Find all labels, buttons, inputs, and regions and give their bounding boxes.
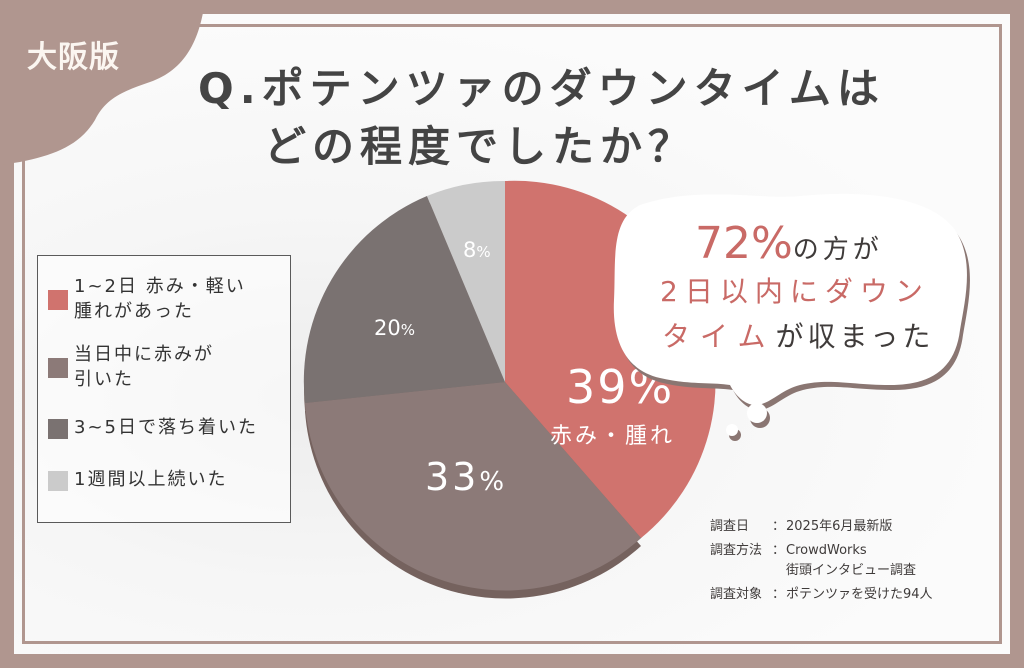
slice-label-39: 39% (566, 360, 675, 414)
callout-line-2: 2日以内にダウン (660, 275, 930, 308)
legend-swatch-gray (48, 419, 68, 439)
legend-label-line: 引いた (74, 369, 134, 390)
slice-label-33: 33% (425, 455, 508, 499)
legend-swatch-red (48, 290, 68, 310)
legend: 1~2日 赤み・軽い 腫れがあった 当日中に赤みが 引いた 3~5日で落ち着いた… (37, 255, 291, 523)
legend-swatch-mauve (48, 358, 68, 378)
callout-line-3: タイムが収まった (662, 320, 935, 353)
note-survey-method: 調査方法 ： CrowdWorks 街頭インタビュー調査 (710, 543, 917, 578)
note-survey-subjects: 調査対象 ： ポテンツァを受けた94人 (710, 587, 933, 602)
slice-over-week (427, 180, 505, 382)
chart-title: Q.ポテンツァのダウンタイムは どの程度でしたか？ (198, 60, 885, 176)
note-survey-date: 調査日 ： 2025年6月最新版 (710, 519, 893, 534)
slice-label-8: 8% (463, 238, 491, 262)
legend-label-line: 1週間以上続いた (74, 469, 228, 490)
legend-item-1-2-days: 1~2日 赤み・軽い 腫れがあった (48, 274, 246, 324)
legend-label-line: 1~2日 赤み・軽い (74, 276, 246, 297)
callout-percent: 72% (695, 218, 793, 269)
slice-caption-39: 赤み・腫れ (550, 424, 676, 449)
slice-label-20: 20% (374, 316, 415, 340)
title-line-1: Q.ポテンツァのダウンタイムは (198, 64, 885, 113)
slice-same-day (305, 382, 641, 591)
edition-badge: 大阪版 (27, 40, 120, 75)
callout-line-1: 72%の方が (695, 218, 883, 269)
legend-label-line: 当日中に赤みが (74, 344, 214, 365)
legend-item-over-week: 1週間以上続いた (48, 457, 227, 492)
slice-3-5-days (303, 196, 505, 403)
legend-label-line: 3~5日で落ち着いた (74, 417, 258, 438)
corner-badge-shape (0, 0, 205, 165)
legend-label-line: 腫れがあった (74, 301, 194, 322)
legend-item-3-5-days: 3~5日で落ち着いた (48, 405, 258, 440)
legend-item-same-day: 当日中に赤みが 引いた (48, 342, 214, 392)
title-line-2: どの程度でしたか？ (264, 122, 697, 171)
legend-swatch-light (48, 471, 68, 491)
inner-frame (22, 24, 1002, 644)
survey-notes: 調査日 ： 2025年6月最新版 調査方法 ： CrowdWorks 街頭インタビ… (710, 517, 933, 609)
